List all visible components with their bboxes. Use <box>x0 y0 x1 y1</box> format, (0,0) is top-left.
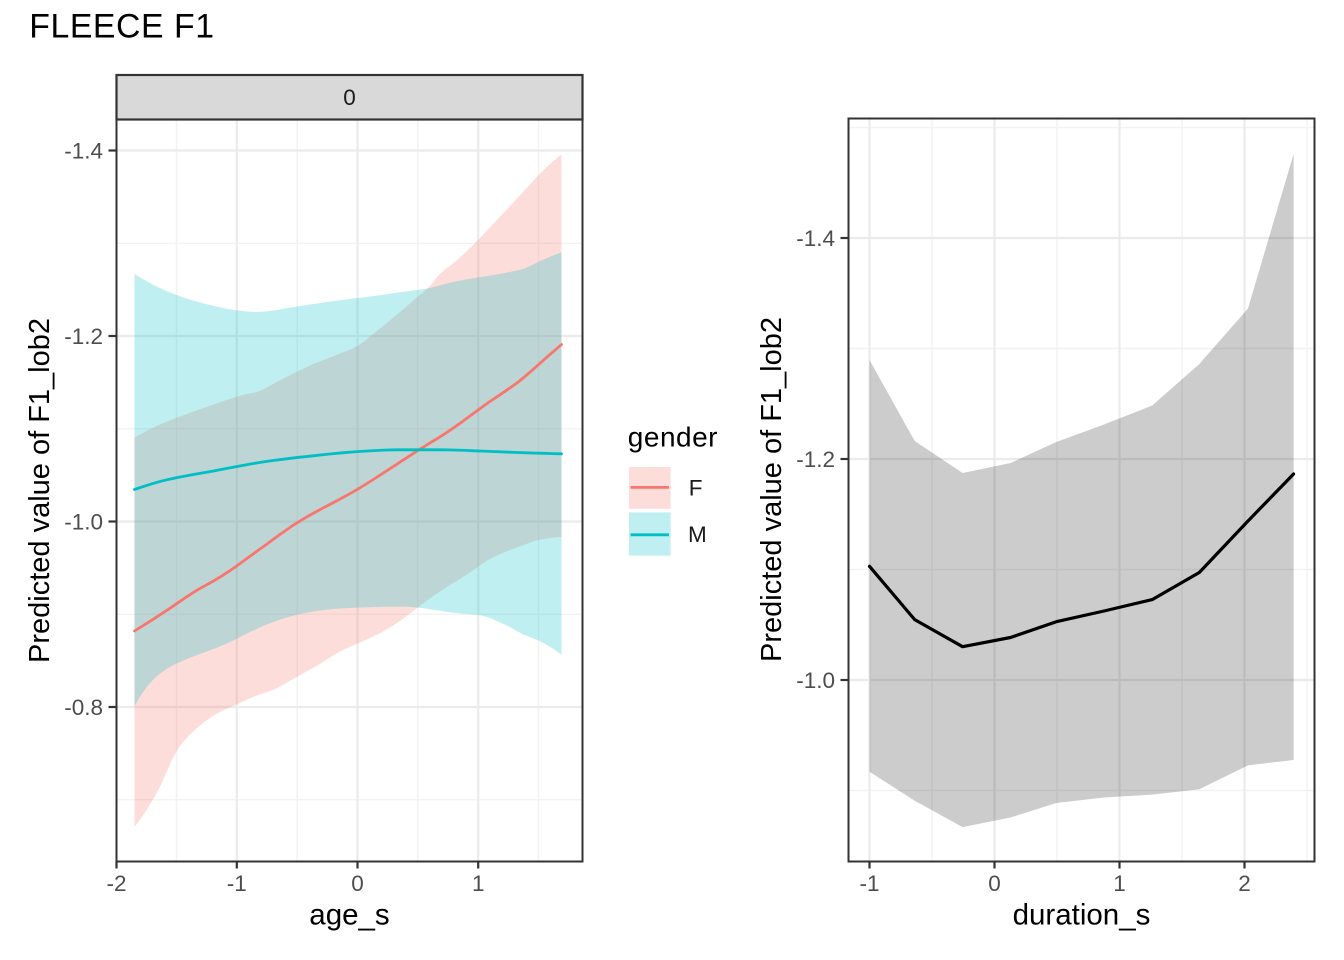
svg-text:FLEECE F1: FLEECE F1 <box>29 8 214 46</box>
svg-text:duration_s: duration_s <box>1013 899 1151 932</box>
svg-text:-1.4: -1.4 <box>64 138 103 163</box>
svg-text:-1.0: -1.0 <box>64 509 103 534</box>
svg-text:-1.4: -1.4 <box>796 226 835 251</box>
svg-text:1: 1 <box>1113 871 1126 896</box>
svg-text:2: 2 <box>1238 871 1251 896</box>
svg-text:0: 0 <box>351 871 364 896</box>
svg-text:-1: -1 <box>227 871 247 896</box>
svg-text:1: 1 <box>472 871 485 896</box>
svg-text:0: 0 <box>988 871 1001 896</box>
svg-text:age_s: age_s <box>309 899 389 932</box>
svg-text:-0.8: -0.8 <box>64 695 103 720</box>
svg-text:-2: -2 <box>106 871 126 896</box>
svg-text:-1.2: -1.2 <box>796 447 835 472</box>
svg-text:-1.2: -1.2 <box>64 324 103 349</box>
svg-text:Predicted value of F1_lob2: Predicted value of F1_lob2 <box>24 318 56 663</box>
svg-text:0: 0 <box>343 85 356 110</box>
svg-text:gender: gender <box>628 422 718 453</box>
svg-text:-1: -1 <box>859 871 879 896</box>
svg-text:Predicted value of F1_lob2: Predicted value of F1_lob2 <box>756 317 788 662</box>
svg-text:-1.0: -1.0 <box>796 668 835 693</box>
svg-text:M: M <box>688 522 707 547</box>
svg-text:F: F <box>689 475 703 500</box>
